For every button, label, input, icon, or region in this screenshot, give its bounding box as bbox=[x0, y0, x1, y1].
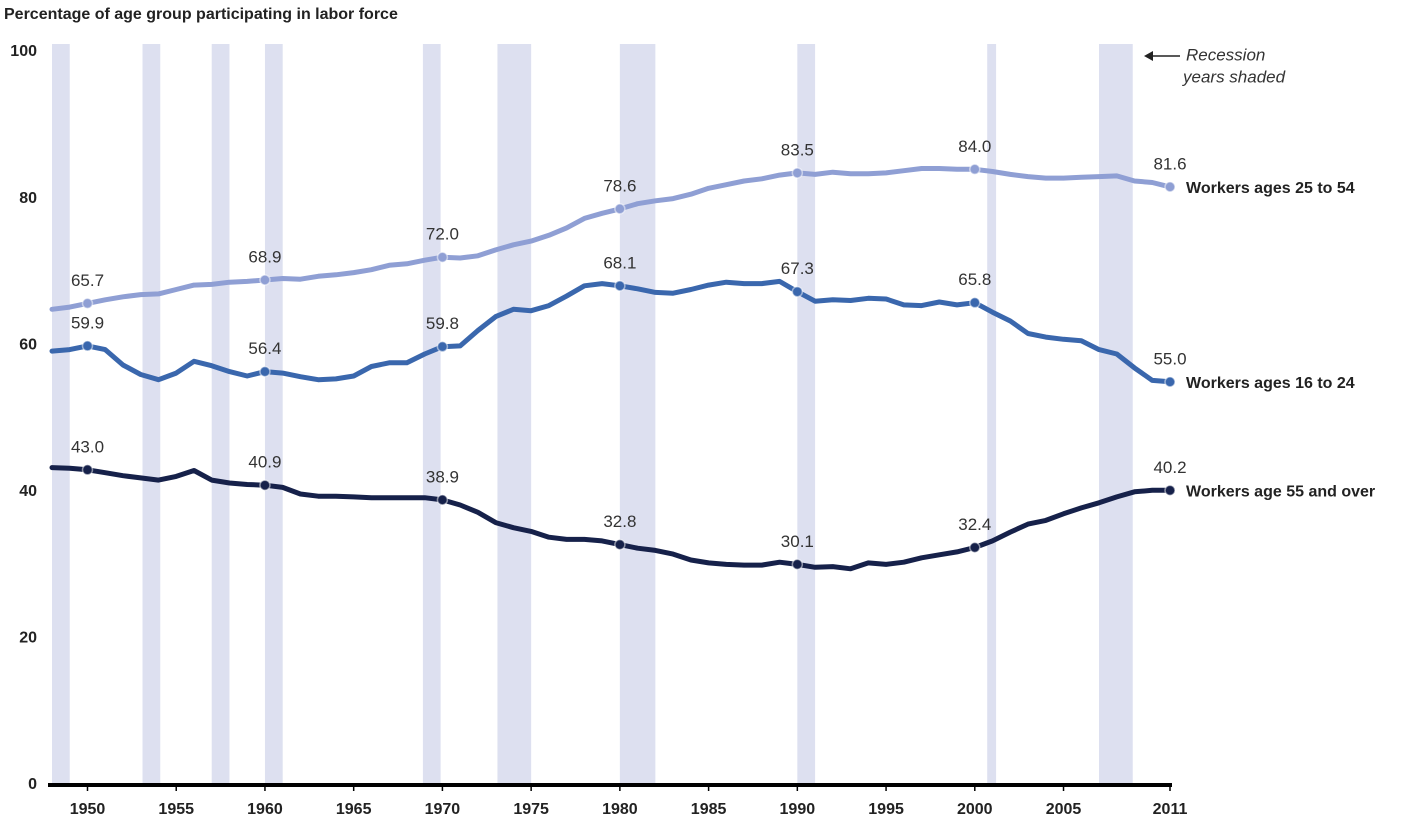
annotation: years shaded bbox=[1182, 67, 1286, 86]
value-label: 32.8 bbox=[603, 512, 636, 531]
x-tick-label: 1980 bbox=[602, 801, 638, 818]
series-line bbox=[49, 166, 1173, 312]
point-marker bbox=[259, 274, 271, 286]
series-line bbox=[49, 465, 1173, 572]
value-label: 81.6 bbox=[1153, 154, 1186, 173]
annotation: Recession bbox=[1186, 45, 1265, 64]
value-label: 84.0 bbox=[958, 137, 991, 156]
value-label: 38.9 bbox=[426, 467, 459, 486]
value-label: 68.1 bbox=[603, 253, 636, 272]
x-tick-label: 1975 bbox=[513, 801, 549, 818]
value-label: 55.0 bbox=[1153, 349, 1186, 368]
recession-band bbox=[497, 44, 532, 785]
point-marker bbox=[259, 365, 271, 378]
chart-title: Percentage of age group participating in… bbox=[4, 6, 398, 23]
recession-band bbox=[52, 44, 70, 785]
x-tick-label: 1960 bbox=[247, 801, 283, 818]
point-marker bbox=[614, 203, 626, 215]
value-label: 59.8 bbox=[426, 314, 459, 333]
value-label: 78.6 bbox=[603, 176, 636, 195]
recession-band bbox=[797, 44, 816, 785]
x-tick-label: 1985 bbox=[691, 801, 727, 818]
value-label: 32.4 bbox=[958, 515, 991, 534]
value-label: 83.5 bbox=[781, 140, 814, 159]
point-marker bbox=[436, 251, 449, 263]
point-marker bbox=[969, 541, 981, 554]
point-marker bbox=[81, 464, 94, 476]
point-marker bbox=[969, 163, 981, 176]
point-marker bbox=[81, 297, 94, 310]
x-tick-label: 1995 bbox=[868, 801, 904, 818]
point-marker bbox=[259, 479, 271, 491]
recession-band bbox=[142, 44, 161, 785]
point-marker bbox=[969, 296, 981, 309]
y-tick-label: 0 bbox=[28, 776, 37, 793]
series-label: Workers ages 25 to 54 bbox=[1186, 180, 1355, 197]
value-label: 67.3 bbox=[781, 259, 814, 278]
point-marker bbox=[791, 558, 804, 571]
point-marker bbox=[791, 167, 804, 179]
series-line bbox=[49, 278, 1173, 385]
point-marker bbox=[436, 494, 449, 506]
value-label: 68.9 bbox=[248, 247, 281, 266]
value-label: 43.0 bbox=[71, 437, 104, 456]
series-label: Workers ages 16 to 24 bbox=[1186, 375, 1355, 392]
annotation-arrowhead bbox=[1144, 51, 1153, 61]
point-marker bbox=[1164, 376, 1176, 388]
recession-band bbox=[264, 44, 283, 785]
value-label: 65.7 bbox=[71, 271, 104, 290]
recession-band bbox=[619, 44, 656, 785]
y-tick-label: 100 bbox=[10, 43, 37, 60]
recession-band bbox=[211, 44, 230, 785]
y-tick-label: 20 bbox=[19, 630, 37, 647]
value-label: 59.9 bbox=[71, 313, 104, 332]
x-tick-label: 1970 bbox=[425, 801, 461, 818]
x-tick-label: 2011 bbox=[1153, 801, 1188, 818]
point-marker bbox=[791, 285, 804, 298]
point-marker bbox=[81, 340, 94, 352]
x-tick-label: 1990 bbox=[780, 801, 816, 818]
x-tick-label: 1955 bbox=[158, 801, 194, 818]
x-tick-label: 2005 bbox=[1046, 801, 1082, 818]
series-label: Workers age 55 and over bbox=[1186, 484, 1375, 501]
point-marker bbox=[614, 538, 626, 551]
value-label: 56.4 bbox=[248, 339, 281, 358]
point-marker bbox=[1164, 181, 1176, 193]
y-tick-label: 40 bbox=[19, 483, 37, 500]
value-label: 30.1 bbox=[781, 532, 814, 551]
x-tick-label: 1950 bbox=[70, 801, 106, 818]
point-marker bbox=[614, 280, 626, 292]
x-tick-label: 1965 bbox=[336, 801, 372, 818]
value-label: 72.0 bbox=[426, 225, 459, 244]
recession-band bbox=[987, 44, 997, 785]
point-marker bbox=[436, 340, 449, 353]
value-label: 65.8 bbox=[958, 270, 991, 289]
x-tick-label: 2000 bbox=[957, 801, 993, 818]
recession-band bbox=[422, 44, 441, 785]
recession-band bbox=[1099, 44, 1133, 785]
value-label: 40.2 bbox=[1153, 458, 1186, 477]
y-tick-label: 80 bbox=[19, 190, 37, 207]
value-label: 40.9 bbox=[248, 453, 281, 472]
point-marker bbox=[1164, 484, 1176, 497]
y-tick-label: 60 bbox=[19, 336, 37, 353]
